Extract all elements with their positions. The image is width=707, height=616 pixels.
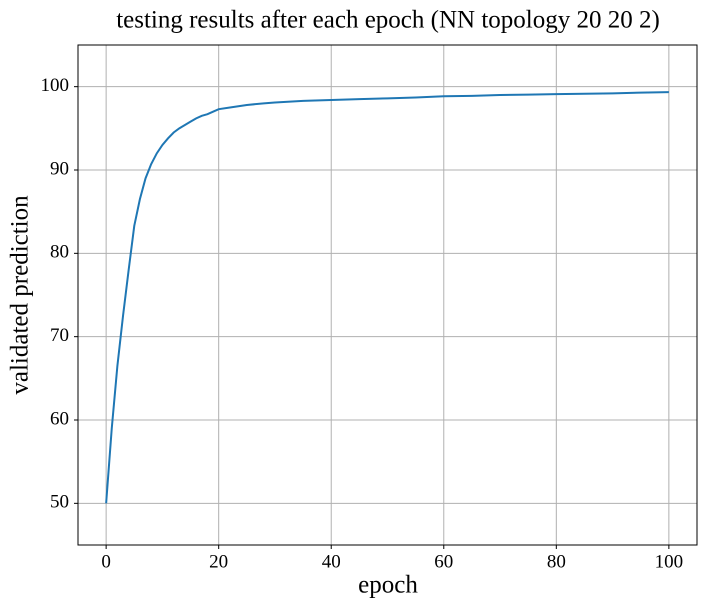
y-tick-label: 100: [41, 75, 70, 96]
x-tick-label: 80: [547, 551, 566, 572]
y-tick-label: 90: [50, 158, 69, 179]
x-tick-label: 60: [434, 551, 453, 572]
y-tick-label: 50: [50, 492, 69, 513]
y-tick-label: 70: [50, 325, 69, 346]
x-tick-label: 40: [322, 551, 341, 572]
x-tick-label: 20: [209, 551, 228, 572]
chart-title: testing results after each epoch (NN top…: [116, 7, 660, 34]
x-tick-label: 0: [101, 551, 111, 572]
y-tick-label: 60: [50, 408, 69, 429]
plot-frame: [77, 44, 698, 546]
y-axis-label: validated prediction: [7, 195, 34, 395]
line-series: [105, 91, 669, 504]
x-tick-label: 100: [655, 551, 684, 572]
x-axis-label: epoch: [358, 572, 418, 599]
y-tick-label: 80: [50, 242, 69, 263]
